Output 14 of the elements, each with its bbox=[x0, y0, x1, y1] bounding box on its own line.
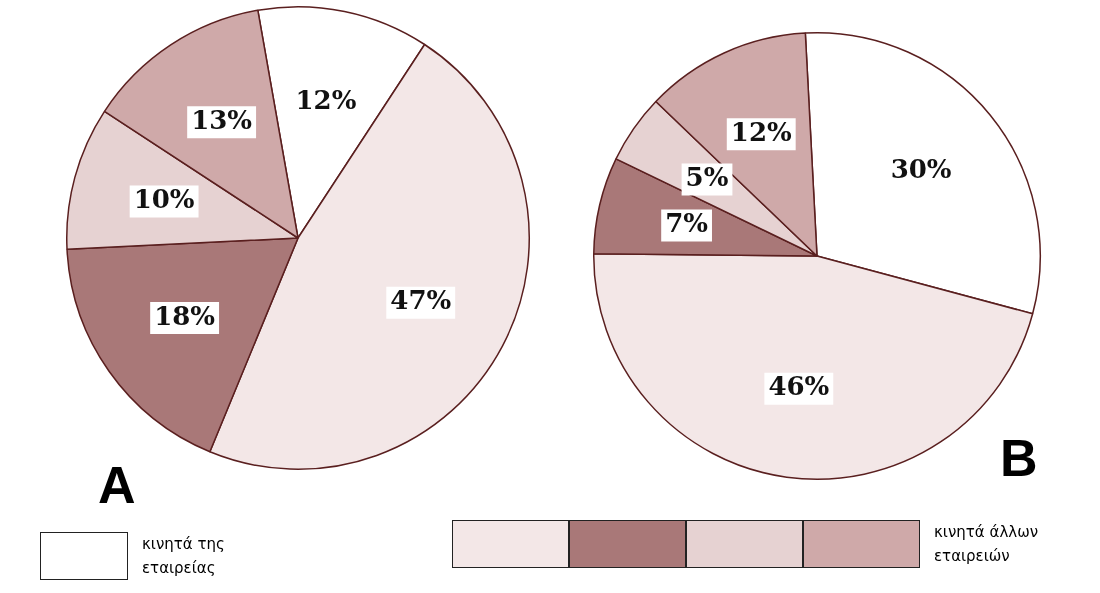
data-label: 47% bbox=[390, 285, 452, 316]
data-label: 46% bbox=[768, 371, 830, 402]
text: κινητά άλλων εταιρειών bbox=[934, 522, 1040, 567]
data-label: 5% bbox=[685, 162, 729, 193]
data-label: 30% bbox=[890, 154, 952, 185]
data-label: 7% bbox=[665, 208, 709, 239]
text: κινητά της εταιρείας bbox=[142, 534, 226, 579]
text: A bbox=[98, 455, 136, 515]
data-label: 10% bbox=[133, 184, 195, 215]
data-label: 12% bbox=[295, 84, 357, 115]
text: B bbox=[1000, 428, 1038, 488]
data-label: 18% bbox=[154, 300, 216, 331]
data-label: 12% bbox=[730, 116, 792, 147]
data-label: 13% bbox=[191, 104, 253, 135]
